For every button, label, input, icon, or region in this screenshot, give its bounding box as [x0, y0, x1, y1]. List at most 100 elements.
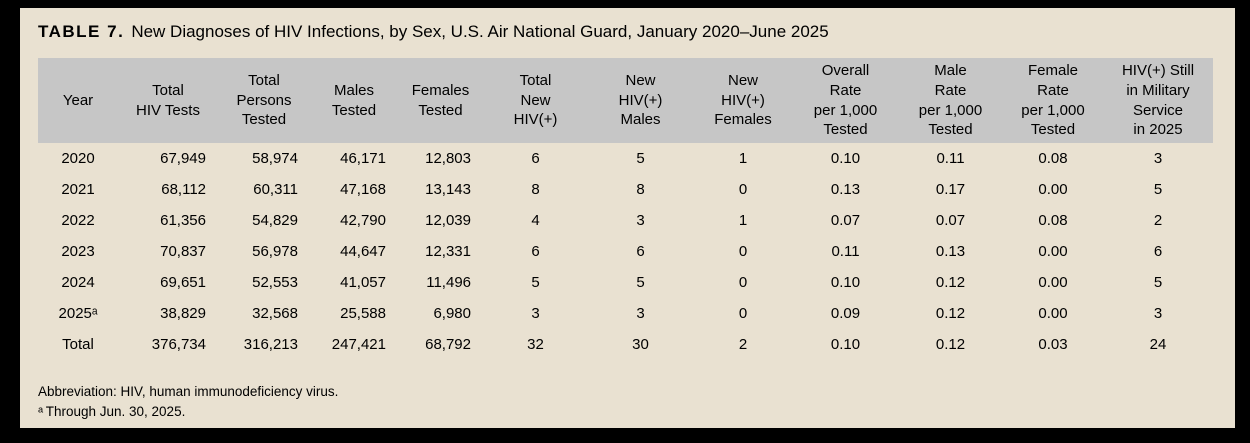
column-header: HIV(+) Still in Military Service in 2025 [1103, 58, 1213, 143]
table-cell: 11,496 [426, 274, 471, 291]
year-cell: 2025ᵃ [58, 305, 98, 322]
column-header: Total New HIV(+) [483, 58, 588, 143]
table-cell: 316,213 [243, 336, 298, 353]
column-header: New HIV(+) Males [588, 58, 693, 143]
table-cell: 0.12 [935, 336, 966, 353]
table-cell: 46,171 [340, 150, 386, 167]
table-cell: 24 [1149, 336, 1167, 353]
table-cell: 6 [531, 243, 540, 260]
abbreviation-note: Abbreviation: HIV, human immunodeficienc… [38, 384, 339, 399]
table-cell: 3 [531, 305, 540, 322]
table-cell: 44,647 [340, 243, 386, 260]
table-cell: 54,829 [252, 212, 298, 229]
table-row: 2024 69,651 52,553 41,057 11,496 5 5 0 0.10 0.12 0… [38, 267, 1213, 298]
column-header: Male Rate per 1,000 Tested [898, 58, 1003, 143]
table-cell: 0.10 [830, 274, 861, 291]
table-cell: 5 [636, 150, 645, 167]
table-cell: 2 [738, 336, 748, 353]
table-cell: 12,331 [425, 243, 471, 260]
table-cell: 0.10 [830, 336, 861, 353]
table-cell: 12,803 [425, 150, 471, 167]
table-cell: 1 [738, 150, 748, 167]
column-header: Females Tested [398, 58, 483, 143]
table-row: 2022 61,356 54,829 42,790 12,039 4 3 1 0.07 0.07 0… [38, 205, 1213, 236]
table-title: TABLE 7. New Diagnoses of HIV Infections,… [20, 8, 1235, 42]
table-cell: 0.08 [1038, 150, 1068, 167]
table-cell: 3 [636, 305, 645, 322]
table-cell: 8 [636, 181, 645, 198]
table-cell: 32 [527, 336, 544, 353]
table-cell: 5 [1153, 181, 1163, 198]
table-cell: 68,112 [161, 181, 206, 198]
table-cell: 0.08 [1038, 212, 1068, 229]
table-cell: 0.12 [935, 305, 966, 322]
table-row: 2025ᵃ 38,829 32,568 25,588 6,980 3 3 0 0.09 0.12 0… [38, 298, 1213, 329]
table-cell: 0.13 [935, 243, 966, 260]
table-cell: 60,311 [253, 181, 298, 198]
table-cell: 56,978 [252, 243, 298, 260]
table-cell: 6 [1153, 243, 1163, 260]
table-cell: 42,790 [340, 212, 386, 229]
table-cell: 5 [636, 274, 645, 291]
table-row: Total 376,734 316,213 247,421 68,792 32 30 2 0.1… [38, 329, 1213, 360]
year-cell: 2020 [61, 150, 95, 167]
column-header: Males Tested [310, 58, 398, 143]
table-cell: 30 [632, 336, 649, 353]
table-cell: 67,949 [160, 150, 206, 167]
column-header: Overall Rate per 1,000 Tested [793, 58, 898, 143]
table-cell: 61,356 [160, 212, 206, 229]
table-cell: 0.11 [936, 150, 965, 167]
table-cell: 247,421 [331, 336, 386, 353]
table-cell: 0.12 [935, 274, 966, 291]
footnote-a: ᵃ Through Jun. 30, 2025. [38, 403, 186, 419]
table-cell: 0 [738, 181, 748, 198]
table-cell: 0.00 [1038, 274, 1068, 291]
table-cell: 2 [1153, 212, 1163, 229]
table-cell: 0.00 [1038, 243, 1068, 260]
column-header: Year [38, 58, 118, 143]
hiv-diagnoses-table: Year Total HIV Tests Total Persons Tested M… [38, 58, 1213, 360]
table-cell: 47,168 [340, 181, 386, 198]
year-cell: 2022 [61, 212, 95, 229]
year-cell: 2021 [61, 181, 95, 198]
table-cell: 69,651 [160, 274, 206, 291]
table-row: 2020 67,949 58,974 46,171 12,803 6 5 1 0.10 0.11 0… [38, 143, 1213, 174]
table-cell: 32,568 [252, 305, 298, 322]
year-cell: Total [62, 336, 94, 353]
table-row: 2023 70,837 56,978 44,647 12,331 6 6 0 0.11 0.13 0… [38, 236, 1213, 267]
table-cell: 1 [738, 212, 748, 229]
table-cell: 5 [531, 274, 540, 291]
table-cell: 0.11 [831, 243, 860, 260]
table-cell: 0 [738, 274, 748, 291]
column-header: New HIV(+) Females [693, 58, 793, 143]
year-cell: 2024 [61, 274, 95, 291]
table-row: 2021 68,112 60,311 47,168 13,143 8 8 0 0.13 0.17 0… [38, 174, 1213, 205]
year-cell: 2023 [61, 243, 95, 260]
table-cell: 41,057 [340, 274, 386, 291]
table-figure: TABLE 7. New Diagnoses of HIV Infections,… [20, 8, 1235, 428]
table-cell: 5 [1153, 274, 1163, 291]
table-cell: 0.07 [830, 212, 861, 229]
column-header: Total HIV Tests [118, 58, 218, 143]
table-cell: 6 [636, 243, 645, 260]
table-cell: 376,734 [151, 336, 206, 353]
table-cell: 0.10 [830, 150, 861, 167]
table-cell: 12,039 [425, 212, 471, 229]
table-cell: 0.07 [935, 212, 966, 229]
footnotes: Abbreviation: HIV, human immunodeficienc… [38, 382, 1235, 421]
table-cell: 0.00 [1038, 181, 1068, 198]
table-cell: 70,837 [160, 243, 206, 260]
table-cell: 4 [531, 212, 540, 229]
table-cell: 6,980 [433, 305, 471, 322]
table-cell: 52,553 [252, 274, 298, 291]
table-cell: 3 [1153, 150, 1163, 167]
table-cell: 25,588 [340, 305, 386, 322]
table-cell: 0.00 [1038, 305, 1068, 322]
table-cell: 58,974 [252, 150, 298, 167]
table-cell: 8 [531, 181, 540, 198]
column-header: Female Rate per 1,000 Tested [1003, 58, 1103, 143]
table-cell: 0.13 [830, 181, 861, 198]
table-cell: 0.03 [1038, 336, 1068, 353]
table-cell: 38,829 [160, 305, 206, 322]
table-cell: 0 [738, 305, 748, 322]
